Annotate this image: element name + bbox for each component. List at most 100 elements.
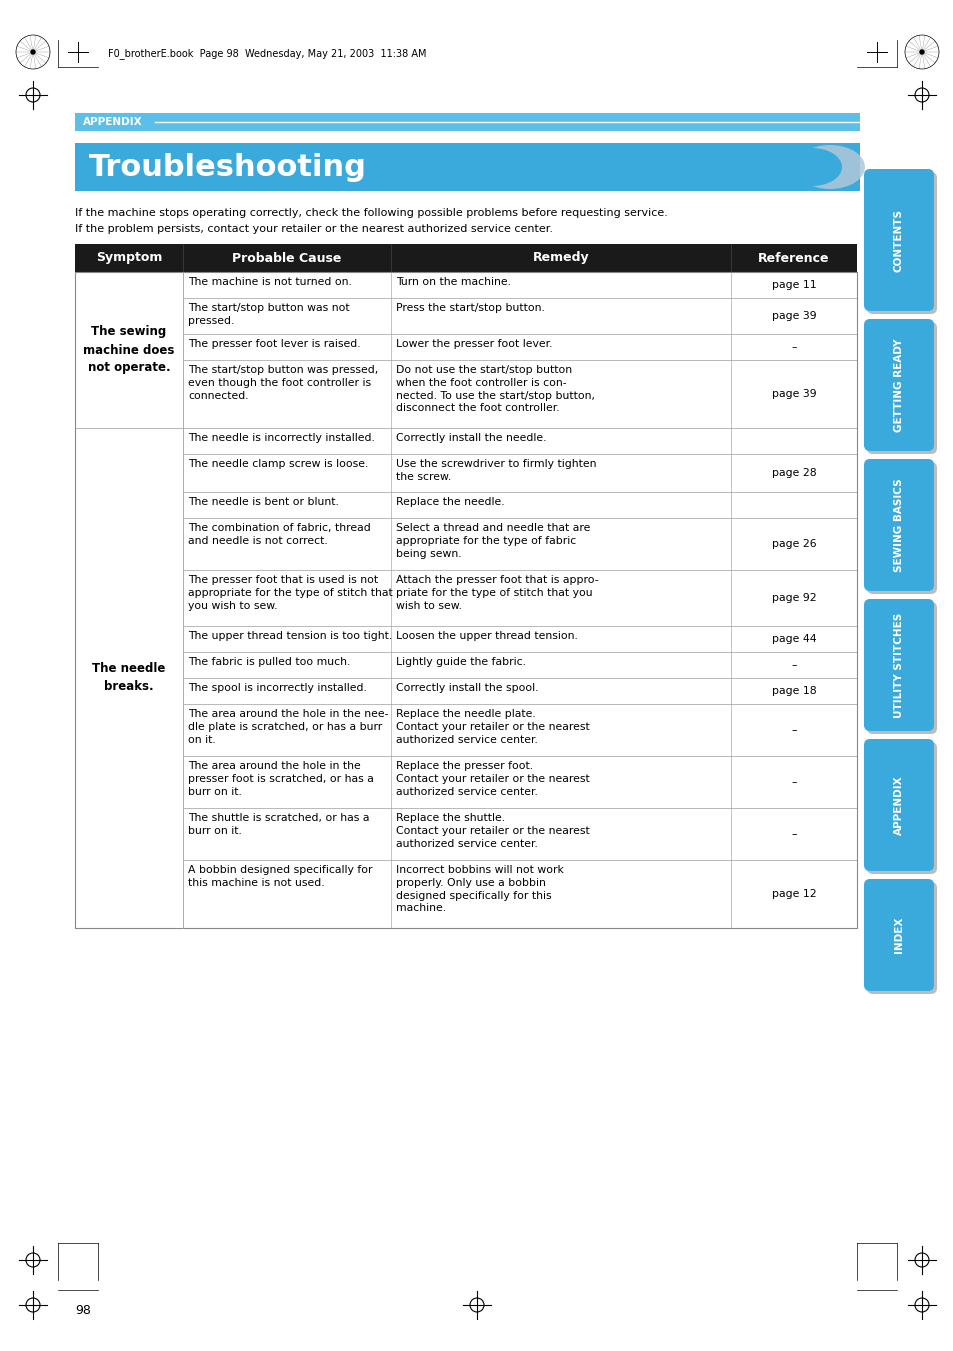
Text: The needle is incorrectly installed.: The needle is incorrectly installed. — [188, 434, 375, 443]
Bar — [75, 517, 856, 570]
FancyBboxPatch shape — [863, 880, 933, 992]
Text: Lightly guide the fabric.: Lightly guide the fabric. — [395, 657, 525, 667]
Bar — [75, 704, 856, 757]
Text: Do not use the start/stop button
when the foot controller is con-
nected. To use: Do not use the start/stop button when th… — [395, 365, 595, 413]
Text: The combination of fabric, thread
and needle is not correct.: The combination of fabric, thread and ne… — [188, 523, 371, 546]
Text: page 39: page 39 — [771, 389, 816, 399]
FancyBboxPatch shape — [863, 319, 933, 451]
Bar — [75, 454, 856, 492]
Text: –: – — [790, 342, 796, 353]
Text: The start/stop button was not
pressed.: The start/stop button was not pressed. — [188, 303, 349, 326]
Text: The fabric is pulled too much.: The fabric is pulled too much. — [188, 657, 350, 667]
FancyBboxPatch shape — [863, 598, 933, 731]
Bar — [75, 808, 856, 861]
Text: Lower the presser foot lever.: Lower the presser foot lever. — [395, 339, 552, 349]
FancyBboxPatch shape — [863, 739, 933, 871]
Bar — [75, 428, 183, 928]
FancyBboxPatch shape — [866, 603, 936, 734]
Bar — [75, 359, 856, 428]
Bar — [75, 272, 183, 428]
Text: Replace the needle.: Replace the needle. — [395, 497, 504, 507]
Text: page 18: page 18 — [771, 686, 816, 696]
Text: –: – — [790, 725, 796, 735]
Text: Incorrect bobbins will not work
properly. Only use a bobbin
designed specificall: Incorrect bobbins will not work properly… — [395, 865, 563, 913]
Text: Turn on the machine.: Turn on the machine. — [395, 277, 511, 286]
Text: page 39: page 39 — [771, 311, 816, 322]
Text: The machine is not turned on.: The machine is not turned on. — [188, 277, 352, 286]
Ellipse shape — [794, 145, 864, 189]
Text: The spool is incorrectly installed.: The spool is incorrectly installed. — [188, 684, 367, 693]
Text: page 92: page 92 — [771, 593, 816, 603]
Bar — [75, 570, 856, 626]
Text: If the machine stops operating correctly, check the following possible problems : If the machine stops operating correctly… — [75, 208, 667, 218]
FancyBboxPatch shape — [863, 169, 933, 311]
Text: Replace the needle plate.
Contact your retailer or the nearest
authorized servic: Replace the needle plate. Contact your r… — [395, 709, 589, 744]
Text: Remedy: Remedy — [532, 251, 589, 265]
Text: The area around the hole in the
presser foot is scratched, or has a
burr on it.: The area around the hole in the presser … — [188, 761, 374, 797]
Text: A bobbin designed specifically for
this machine is not used.: A bobbin designed specifically for this … — [188, 865, 372, 888]
Text: Correctly install the needle.: Correctly install the needle. — [395, 434, 546, 443]
Text: page 26: page 26 — [771, 539, 816, 549]
Text: page 44: page 44 — [771, 634, 816, 644]
Text: page 12: page 12 — [771, 889, 816, 898]
Text: page 11: page 11 — [771, 280, 816, 290]
Text: Correctly install the spool.: Correctly install the spool. — [395, 684, 537, 693]
FancyBboxPatch shape — [866, 882, 936, 994]
Bar — [75, 653, 856, 678]
Text: The sewing
machine does
not operate.: The sewing machine does not operate. — [83, 326, 174, 374]
Text: INDEX: INDEX — [893, 917, 903, 954]
Circle shape — [919, 50, 923, 54]
Text: The shuttle is scratched, or has a
burr on it.: The shuttle is scratched, or has a burr … — [188, 813, 369, 836]
Bar — [75, 492, 856, 517]
Text: Troubleshooting: Troubleshooting — [89, 153, 367, 181]
Text: Press the start/stop button.: Press the start/stop button. — [395, 303, 544, 313]
Bar — [75, 299, 856, 334]
Text: CONTENTS: CONTENTS — [893, 208, 903, 272]
Text: 98: 98 — [75, 1304, 91, 1316]
Text: –: – — [790, 777, 796, 788]
Text: Reference: Reference — [758, 251, 829, 265]
Bar — [75, 428, 856, 454]
Text: Replace the presser foot.
Contact your retailer or the nearest
authorized servic: Replace the presser foot. Contact your r… — [395, 761, 589, 797]
Text: The presser foot that is used is not
appropriate for the type of stitch that
you: The presser foot that is used is not app… — [188, 576, 393, 611]
Text: GETTING READY: GETTING READY — [893, 338, 903, 432]
Bar — [75, 626, 856, 653]
Text: If the problem persists, contact your retailer or the nearest authorized service: If the problem persists, contact your re… — [75, 224, 553, 234]
Text: UTILITY STITCHES: UTILITY STITCHES — [893, 612, 903, 717]
Ellipse shape — [781, 149, 841, 186]
Bar — [75, 113, 859, 131]
FancyBboxPatch shape — [866, 322, 936, 454]
Bar — [75, 757, 856, 808]
Bar — [75, 143, 859, 190]
Text: APPENDIX: APPENDIX — [83, 118, 143, 127]
Text: APPENDIX: APPENDIX — [893, 775, 903, 835]
FancyBboxPatch shape — [866, 742, 936, 874]
Text: Replace the shuttle.
Contact your retailer or the nearest
authorized service cen: Replace the shuttle. Contact your retail… — [395, 813, 589, 848]
Text: Attach the presser foot that is appro-
priate for the type of stitch that you
wi: Attach the presser foot that is appro- p… — [395, 576, 598, 611]
Text: Select a thread and needle that are
appropriate for the type of fabric
being sew: Select a thread and needle that are appr… — [395, 523, 590, 558]
Text: Use the screwdriver to firmly tighten
the screw.: Use the screwdriver to firmly tighten th… — [395, 459, 596, 482]
Bar — [75, 334, 856, 359]
Text: –: – — [790, 830, 796, 839]
Text: The area around the hole in the nee-
dle plate is scratched, or has a burr
on it: The area around the hole in the nee- dle… — [188, 709, 388, 744]
Text: Symptom: Symptom — [95, 251, 162, 265]
Bar — [75, 245, 856, 272]
Text: page 28: page 28 — [771, 467, 816, 478]
FancyBboxPatch shape — [863, 459, 933, 590]
Text: Probable Cause: Probable Cause — [233, 251, 341, 265]
Text: The needle clamp screw is loose.: The needle clamp screw is loose. — [188, 459, 368, 469]
Circle shape — [30, 50, 35, 54]
Text: The start/stop button was pressed,
even though the foot controller is
connected.: The start/stop button was pressed, even … — [188, 365, 377, 401]
Text: SEWING BASICS: SEWING BASICS — [893, 478, 903, 571]
Text: The presser foot lever is raised.: The presser foot lever is raised. — [188, 339, 360, 349]
Text: The needle
breaks.: The needle breaks. — [92, 662, 166, 693]
FancyBboxPatch shape — [866, 462, 936, 594]
Text: Loosen the upper thread tension.: Loosen the upper thread tension. — [395, 631, 578, 640]
Text: –: – — [790, 661, 796, 670]
Bar — [75, 678, 856, 704]
Bar — [75, 861, 856, 928]
Bar — [75, 272, 856, 928]
Text: The needle is bent or blunt.: The needle is bent or blunt. — [188, 497, 338, 507]
FancyBboxPatch shape — [866, 172, 936, 313]
Text: The upper thread tension is too tight.: The upper thread tension is too tight. — [188, 631, 392, 640]
